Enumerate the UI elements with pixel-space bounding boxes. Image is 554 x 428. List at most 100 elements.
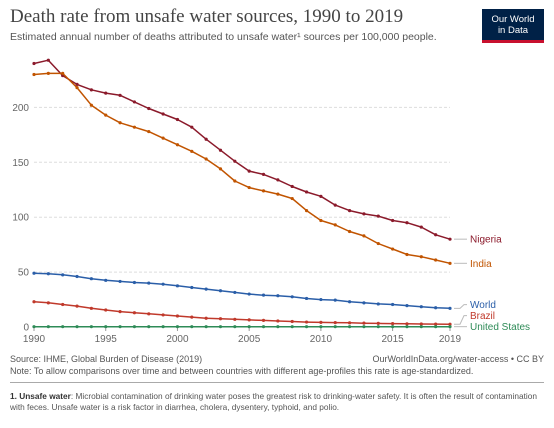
- point-india: [362, 234, 366, 238]
- point-brazil: [104, 308, 108, 312]
- point-brazil: [362, 321, 366, 325]
- point-india: [204, 157, 208, 161]
- point-nigeria: [333, 203, 337, 207]
- point-brazil: [261, 318, 266, 323]
- point-nigeria: [147, 106, 151, 111]
- point-world: [204, 287, 208, 291]
- point-brazil: [419, 322, 423, 326]
- point-brazil: [376, 321, 380, 325]
- point-united-states: [204, 325, 208, 329]
- y-tick-label: 100: [12, 213, 29, 224]
- point-world: [276, 294, 280, 298]
- point-united-states: [376, 325, 380, 329]
- note-text: Note: To allow comparisons over time and…: [10, 366, 474, 376]
- point-india: [405, 252, 409, 257]
- point-world: [434, 306, 438, 310]
- point-brazil: [61, 302, 65, 307]
- point-brazil: [333, 321, 337, 325]
- point-india: [391, 247, 395, 251]
- line-chart: 0 50 100 150 200 1990 1995 2000 2005 2010 2015 201…: [12, 58, 530, 345]
- logo-line-1: Our World: [491, 14, 535, 25]
- footnote-text: : Microbial contamination of drinking wa…: [10, 391, 537, 412]
- point-united-states: [391, 325, 395, 329]
- point-india: [233, 179, 237, 183]
- point-united-states: [147, 325, 151, 329]
- label-connector-brazil: [454, 315, 467, 325]
- point-brazil: [204, 316, 208, 320]
- point-united-states: [405, 325, 409, 329]
- point-brazil: [190, 315, 194, 319]
- point-united-states: [247, 325, 251, 329]
- point-india: [247, 185, 251, 190]
- series-label-brazil: Brazil: [470, 311, 495, 322]
- footnote: 1. Unsafe water: Microbial contamination…: [10, 391, 540, 413]
- series-line-world: [33, 272, 451, 310]
- point-united-states: [347, 325, 352, 329]
- point-nigeria: [233, 159, 237, 163]
- owid-logo[interactable]: Our World in Data: [482, 9, 544, 43]
- point-nigeria: [175, 117, 180, 122]
- footer-divider: [10, 382, 544, 383]
- x-tick-label: 1995: [95, 334, 118, 345]
- point-united-states: [175, 325, 180, 329]
- point-united-states: [233, 325, 237, 329]
- point-united-states: [304, 325, 309, 329]
- point-nigeria: [218, 148, 223, 152]
- point-india: [89, 103, 93, 107]
- point-united-states: [419, 325, 423, 329]
- point-india: [118, 121, 122, 125]
- point-united-states: [46, 325, 50, 329]
- y-tick-label: 0: [23, 323, 29, 334]
- x-tick-label: 2015: [381, 334, 404, 345]
- point-brazil: [218, 317, 223, 321]
- point-brazil: [304, 320, 309, 324]
- point-brazil: [89, 306, 93, 310]
- point-united-states: [218, 325, 223, 329]
- point-brazil: [46, 301, 50, 305]
- chart-subtitle: Estimated annual number of deaths attrib…: [10, 31, 437, 43]
- point-india: [190, 149, 194, 153]
- point-united-states: [434, 325, 438, 329]
- point-india: [434, 258, 438, 262]
- point-united-states: [32, 325, 36, 329]
- point-nigeria: [75, 82, 79, 86]
- point-brazil: [319, 320, 323, 324]
- point-world: [448, 306, 452, 310]
- x-tick-label: 2005: [238, 334, 261, 345]
- point-world: [89, 277, 93, 281]
- point-brazil: [132, 311, 137, 315]
- point-india: [218, 167, 223, 171]
- point-united-states: [261, 325, 266, 329]
- point-nigeria: [319, 194, 323, 198]
- series-line-india: [33, 72, 451, 265]
- point-india: [261, 189, 266, 193]
- x-tick-label: 2010: [310, 334, 333, 345]
- point-world: [175, 284, 180, 288]
- point-india: [304, 209, 309, 213]
- point-brazil: [276, 319, 280, 323]
- point-nigeria: [132, 100, 137, 104]
- point-india: [61, 71, 65, 75]
- point-united-states: [190, 325, 194, 329]
- point-brazil: [391, 321, 395, 326]
- point-united-states: [89, 325, 93, 329]
- point-nigeria: [391, 218, 395, 223]
- point-world: [161, 282, 165, 286]
- point-nigeria: [89, 88, 93, 92]
- point-united-states: [61, 325, 65, 329]
- point-india: [46, 71, 50, 75]
- source-url-link[interactable]: OurWorldInData.org/water-access • CC BY: [372, 354, 544, 364]
- point-united-states: [75, 325, 79, 329]
- point-nigeria: [290, 184, 294, 189]
- y-tick-label: 200: [12, 103, 29, 114]
- point-nigeria: [448, 237, 452, 241]
- point-india: [319, 218, 323, 223]
- y-tick-label: 150: [12, 158, 29, 169]
- point-india: [175, 143, 180, 147]
- point-brazil: [175, 314, 180, 318]
- series-line-nigeria: [33, 59, 451, 240]
- point-world: [362, 301, 366, 305]
- point-united-states: [132, 325, 137, 329]
- point-nigeria: [419, 225, 423, 229]
- x-tick-label: 1990: [23, 334, 46, 345]
